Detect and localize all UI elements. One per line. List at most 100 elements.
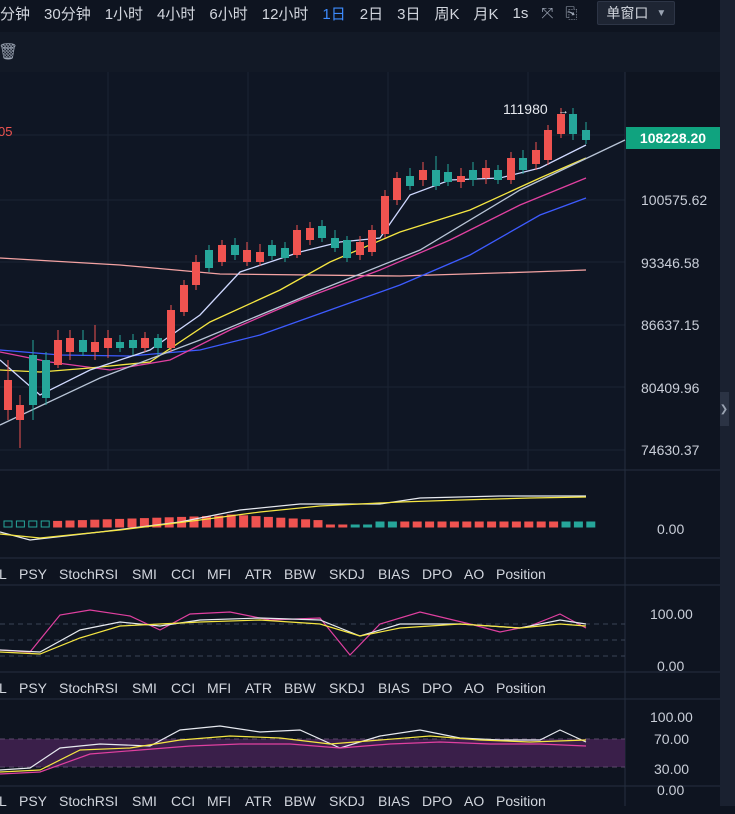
rsi-line-3: [0, 741, 587, 775]
tab-bias[interactable]: BIAS: [378, 566, 410, 582]
tab-skdj[interactable]: SKDJ: [329, 566, 365, 582]
tf-4h[interactable]: 4小时: [157, 5, 196, 23]
macd-bar: [549, 521, 559, 528]
kdj-d-line: [0, 619, 587, 655]
candle-body: [494, 170, 502, 180]
tab-mfi[interactable]: MFI: [207, 793, 232, 809]
candle-body: [4, 380, 12, 410]
macd-bar: [437, 521, 447, 528]
rsi-tick-30: 30.00: [654, 761, 689, 777]
tab-cci[interactable]: CCI: [171, 566, 196, 582]
tab-bbw[interactable]: BBW: [284, 793, 316, 809]
exit-icon[interactable]: ⎘: [565, 4, 578, 22]
candle-body: [432, 170, 440, 186]
tab-psy[interactable]: PSY: [19, 680, 48, 696]
collapse-panel-icon[interactable]: ❯: [719, 392, 729, 426]
candle-body: [544, 130, 552, 160]
tab-l[interactable]: L: [0, 566, 7, 582]
macd-bar: [487, 521, 497, 528]
tab-mfi[interactable]: MFI: [207, 680, 232, 696]
tab-bbw[interactable]: BBW: [284, 566, 316, 582]
trend-line: [0, 139, 626, 426]
macd-bar: [338, 524, 348, 528]
macd-bar: [276, 517, 286, 528]
tab-bias[interactable]: BIAS: [378, 793, 410, 809]
macd-bar: [462, 521, 472, 528]
tab-bbw[interactable]: BBW: [284, 680, 316, 696]
tf-12h[interactable]: 12小时: [261, 5, 309, 23]
candle-body: [507, 158, 515, 180]
rsi-panel: [0, 725, 625, 775]
candle-body: [256, 252, 264, 262]
trash-icon[interactable]: 🗑: [0, 44, 19, 61]
ma-yellow-line: [0, 157, 587, 373]
tab-psy[interactable]: PSY: [19, 566, 48, 582]
grid-lines: [0, 72, 720, 806]
drawing-toolbar: 🗑: [0, 32, 720, 72]
macd-bar: [536, 521, 546, 528]
macd-bar: [350, 524, 360, 528]
rsi-tick-100: 100.00: [650, 709, 693, 725]
tab-skdj[interactable]: SKDJ: [329, 680, 365, 696]
macd-bar: [226, 514, 236, 528]
tf-1s[interactable]: 1s: [512, 4, 529, 22]
candle-body: [306, 228, 314, 240]
macd-bar: [400, 521, 410, 528]
tab-dpo[interactable]: DPO: [422, 680, 453, 696]
chevron-down-icon: ▼: [656, 7, 667, 19]
price-axis-bg: [625, 72, 720, 806]
tab-atr[interactable]: ATR: [245, 566, 272, 582]
tab-smi[interactable]: SMI: [132, 680, 157, 696]
window-select[interactable]: 单窗口 ▼: [597, 1, 676, 25]
tf-6h[interactable]: 6小时: [209, 5, 248, 23]
tab-smi[interactable]: SMI: [132, 793, 157, 809]
tab-position[interactable]: Position: [496, 793, 546, 809]
tf-3d[interactable]: 3日: [397, 5, 421, 23]
tab-position[interactable]: Position: [496, 566, 546, 582]
candle-body: [116, 342, 124, 348]
tab-ao[interactable]: AO: [464, 566, 485, 582]
tab-psy[interactable]: PSY: [19, 793, 48, 809]
indicator-tabs-2: L PSY StochRSI SMI CCI MFI ATR BBW SKDJ …: [0, 675, 625, 701]
tab-l[interactable]: L: [0, 680, 7, 696]
tf-month[interactable]: 月K: [473, 5, 499, 23]
tab-smi[interactable]: SMI: [132, 566, 157, 582]
tab-cci[interactable]: CCI: [171, 793, 196, 809]
ma-pink-line: [0, 177, 587, 371]
macd-panel: [0, 495, 596, 541]
tab-mfi[interactable]: MFI: [207, 566, 232, 582]
tab-cci[interactable]: CCI: [171, 680, 196, 696]
tf-1d[interactable]: 1日: [322, 5, 346, 23]
candle-body: [406, 176, 414, 186]
tab-stochrsi[interactable]: StochRSI: [59, 680, 119, 696]
kdj-tick-100: 100.00: [650, 606, 693, 622]
tf-1h[interactable]: 1小时: [104, 5, 144, 23]
tab-stochrsi[interactable]: StochRSI: [59, 566, 119, 582]
fullscreen-icon[interactable]: ⤧: [541, 4, 554, 22]
tf-minute[interactable]: 分钟: [0, 5, 31, 23]
candle-body: [482, 168, 490, 178]
tf-week[interactable]: 周K: [434, 5, 460, 23]
tab-dpo[interactable]: DPO: [422, 566, 453, 582]
tab-skdj[interactable]: SKDJ: [329, 793, 365, 809]
macd-bar: [313, 520, 323, 528]
macd-bar: [15, 520, 25, 528]
tf-2d[interactable]: 2日: [359, 5, 384, 23]
tab-ao[interactable]: AO: [464, 680, 485, 696]
candle-body: [180, 285, 188, 312]
tab-dpo[interactable]: DPO: [422, 793, 453, 809]
ma-white-line: [0, 144, 587, 396]
tab-stochrsi[interactable]: StochRSI: [59, 793, 119, 809]
tf-30min[interactable]: 30分钟: [44, 5, 91, 23]
macd-bar: [499, 521, 509, 528]
candle-body: [129, 340, 137, 348]
candle-body: [79, 340, 87, 352]
tab-bias[interactable]: BIAS: [378, 680, 410, 696]
tab-position[interactable]: Position: [496, 680, 546, 696]
tab-l[interactable]: L: [0, 793, 7, 809]
tab-atr[interactable]: ATR: [245, 793, 272, 809]
tab-ao[interactable]: AO: [464, 793, 485, 809]
kline-chart[interactable]: 111980 → 05 100575.62 93346.58 86637.15 …: [0, 72, 720, 806]
candle-body: [167, 310, 175, 348]
tab-atr[interactable]: ATR: [245, 680, 272, 696]
